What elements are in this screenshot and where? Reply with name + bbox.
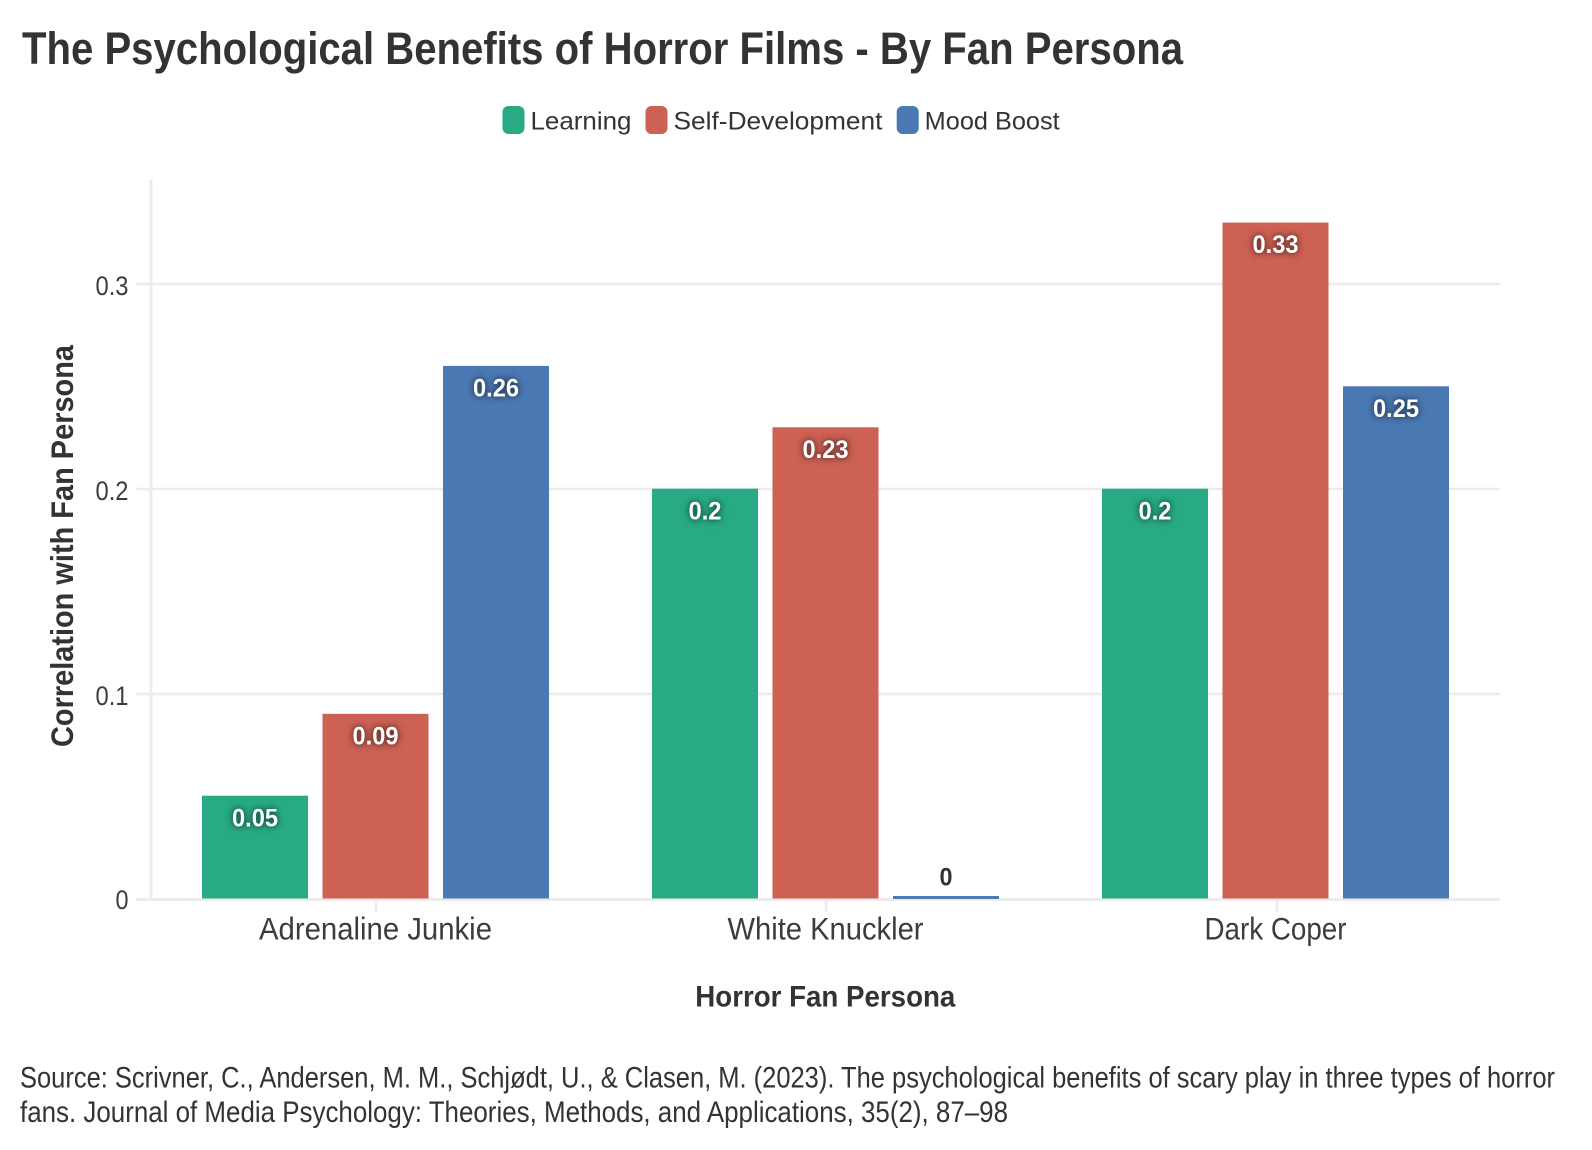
svg-text:Adrenaline Junkie: Adrenaline Junkie [259,911,492,947]
svg-text:0.09: 0.09 [353,722,399,750]
svg-text:fans. Journal of Media Psychol: fans. Journal of Media Psychology: Theor… [20,1096,1008,1129]
svg-text:0.25: 0.25 [1373,395,1419,423]
svg-text:White Knuckler: White Knuckler [728,911,924,947]
svg-text:Dark Coper: Dark Coper [1205,911,1347,947]
svg-text:0.26: 0.26 [473,375,519,403]
svg-text:Horror Fan Persona: Horror Fan Persona [695,981,955,1014]
svg-text:Source: Scrivner, C., Andersen: Source: Scrivner, C., Andersen, M. M., S… [20,1062,1555,1095]
svg-text:Learning: Learning [531,108,632,136]
svg-text:Correlation with Fan Persona: Correlation with Fan Persona [44,345,80,747]
svg-text:0: 0 [116,885,129,915]
svg-text:Mood Boost: Mood Boost [925,108,1060,136]
svg-text:0.23: 0.23 [803,436,849,464]
svg-text:0.1: 0.1 [96,681,129,711]
svg-text:0: 0 [940,864,953,892]
svg-text:0.2: 0.2 [1139,497,1172,525]
svg-text:The Psychological Benefits of: The Psychological Benefits of Horror Fil… [22,23,1184,74]
svg-text:0.2: 0.2 [96,476,129,506]
svg-text:0.05: 0.05 [232,804,278,832]
svg-text:0.2: 0.2 [689,497,722,525]
svg-text:Self-Development: Self-Development [674,108,883,136]
svg-text:0.33: 0.33 [1253,231,1299,259]
svg-text:0.3: 0.3 [96,271,129,301]
